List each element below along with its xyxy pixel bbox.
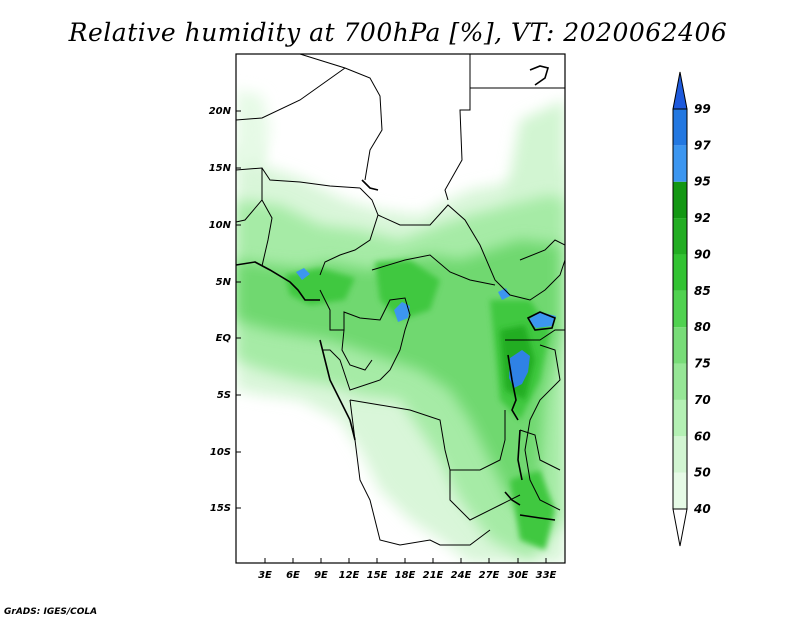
humidity-band-90b: [375, 260, 440, 320]
x-tick-label: 6E: [286, 570, 300, 581]
y-tick-label: 5N: [216, 277, 232, 288]
colorbar-frame: [672, 108, 688, 510]
x-tick-label: 18E: [395, 570, 416, 581]
colorbar-max-triangle: [672, 71, 688, 110]
colorbar-label: 60: [694, 429, 711, 443]
map-panel: 20N 15N 10N 5N EQ 5S 10S 15S 3E 6E 9E 12…: [209, 53, 566, 581]
colorbar: 40 50 60 70 75 80 85 90 92 95 97 99: [672, 71, 711, 547]
colorbar-segment: [673, 145, 687, 182]
humidity-core-97-lake: [509, 350, 530, 388]
country-borders: [236, 54, 565, 546]
humidity-core-97-central: [394, 302, 410, 322]
x-tick-label: 24E: [451, 570, 472, 581]
y-tick-label: 10N: [209, 220, 232, 231]
colorbar-segment: [673, 472, 687, 509]
x-tick-label: 21E: [423, 570, 444, 581]
colorbar-label: 80: [694, 320, 711, 334]
x-tick-label: 15E: [367, 570, 388, 581]
colorbar-label: 92: [694, 211, 711, 225]
colorbar-label: 99: [694, 102, 711, 116]
humidity-band-north-edge: [236, 90, 270, 170]
colorbar-segment: [673, 218, 687, 255]
humidity-band-90d: [510, 470, 555, 550]
colorbar-label: 70: [694, 393, 711, 407]
colorbar-segment: [673, 181, 687, 219]
colorbar-segment: [673, 327, 687, 364]
humidity-band-85: [236, 240, 560, 520]
x-tick-label: 30E: [508, 570, 529, 581]
colorbar-label: 40: [693, 502, 711, 516]
colorbar-segment: [673, 399, 687, 437]
x-axis: 3E 6E 9E 12E 15E 18E 21E 24E 27E 30E 33E: [258, 558, 557, 581]
y-tick-label: 15S: [210, 503, 231, 514]
colorbar-segment: [673, 290, 687, 328]
humidity-core-95-west: [296, 268, 310, 280]
colorbar-label: 75: [694, 357, 711, 371]
map-frame: [235, 53, 566, 564]
colorbar-label: 85: [694, 284, 711, 298]
colorbar-label: 90: [694, 247, 711, 261]
x-tick-label: 27E: [479, 570, 500, 581]
colorbar-min-triangle: [672, 508, 688, 547]
grads-credit: GrADS: IGES/COLA: [4, 607, 97, 617]
colorbar-segment: [673, 109, 687, 146]
colorbar-label: 97: [694, 138, 711, 152]
x-tick-label: 12E: [339, 570, 360, 581]
coastlines-and-lakes: [236, 65, 556, 521]
humidity-core-95-north: [498, 288, 510, 300]
colorbar-segment: [673, 436, 687, 473]
colorbar-label: 95: [694, 175, 711, 189]
y-axis: 20N 15N 10N 5N EQ 5S 10S 15S: [209, 106, 241, 514]
y-tick-label: 20N: [209, 106, 232, 117]
y-tick-label: 15N: [209, 163, 232, 174]
colorbar-segment: [673, 254, 687, 291]
y-tick-label: 10S: [210, 447, 231, 458]
x-tick-label: 9E: [314, 570, 328, 581]
colorbar-segment: [673, 363, 687, 400]
x-tick-label: 3E: [258, 570, 272, 581]
y-tick-label: EQ: [216, 333, 232, 344]
colorbar-label: 50: [694, 466, 711, 480]
map-title: Relative humidity at 700hPa [%], VT: 202…: [68, 18, 728, 47]
x-tick-label: 33E: [536, 570, 557, 581]
y-tick-label: 5S: [217, 390, 231, 401]
